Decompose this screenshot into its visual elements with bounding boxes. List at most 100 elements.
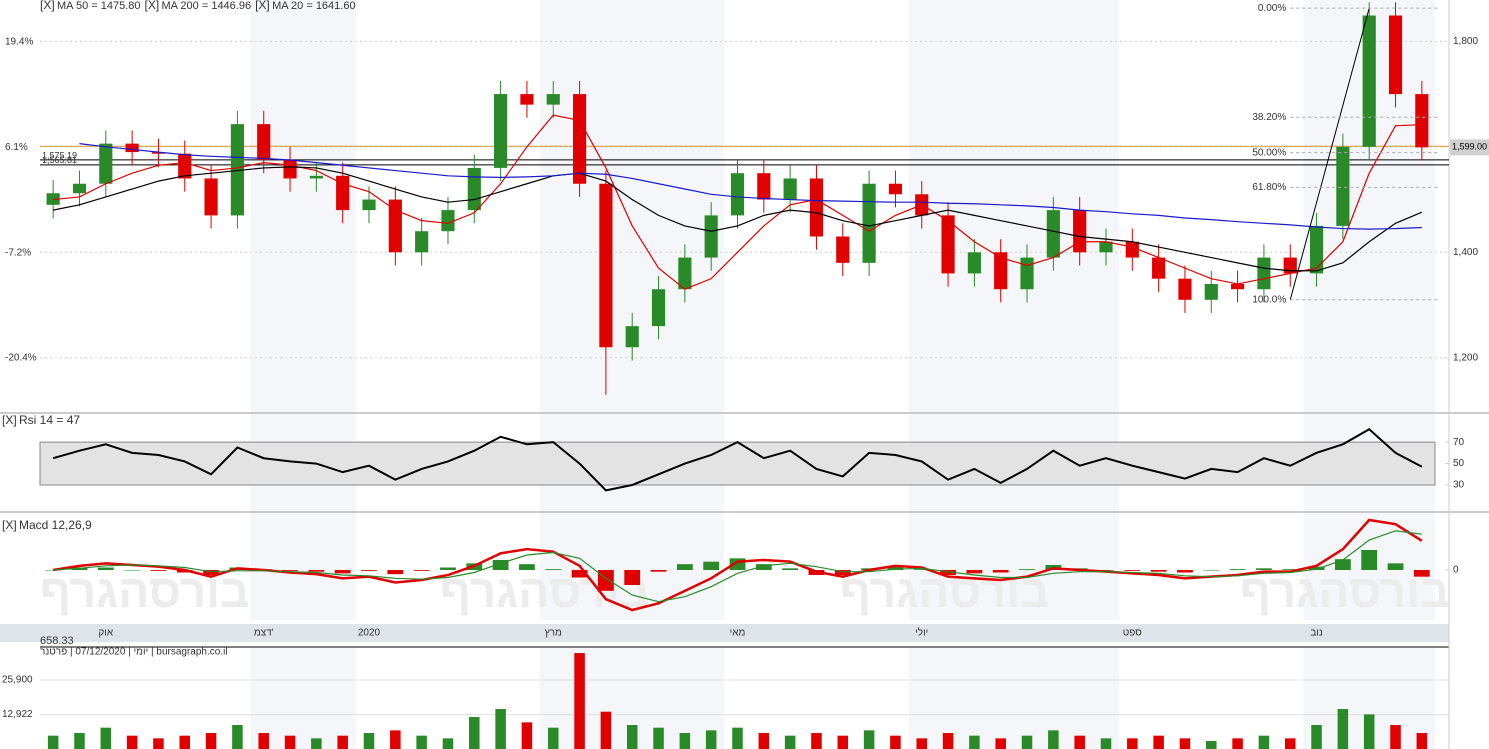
macd-histogram-bar	[1361, 550, 1378, 570]
volume-bar	[837, 735, 849, 749]
candle-body	[178, 153, 192, 179]
macd-histogram-bar	[308, 570, 325, 572]
macd-histogram-bar	[782, 568, 799, 570]
macd-histogram-bar	[1098, 570, 1114, 571]
macd-histogram-bar	[440, 567, 456, 570]
fib-label: 38.20%	[1252, 112, 1286, 123]
x-tick-label: מרץ	[545, 628, 562, 639]
close-marker: [X]	[40, 0, 55, 12]
macd-histogram-bar	[729, 558, 746, 570]
volume-bar	[1206, 741, 1217, 749]
x-tick-label: 2020	[358, 628, 381, 639]
candle-body	[572, 94, 587, 184]
last-price-label: 1,599.00	[1452, 142, 1487, 152]
macd-histogram-bar	[1413, 570, 1430, 577]
macd-histogram-bar	[361, 570, 377, 571]
macd-histogram-bar	[1229, 569, 1246, 570]
volume-bar	[574, 653, 585, 749]
candle-body	[836, 236, 850, 263]
rsi-band	[39, 441, 1436, 486]
candle-body	[1415, 94, 1429, 148]
candle-body	[520, 94, 534, 105]
volume-bar	[363, 733, 375, 749]
volume-bar	[942, 733, 954, 749]
candle-body	[494, 94, 508, 168]
candle-body	[72, 183, 87, 194]
candle-body	[1336, 146, 1350, 226]
candle-body	[362, 199, 376, 211]
candle-body	[1073, 210, 1087, 253]
volume-bar	[1390, 725, 1401, 749]
macd-histogram-bar	[992, 570, 1009, 573]
y-tick-label: 1,200	[1453, 352, 1478, 363]
candle-body	[730, 173, 745, 216]
volume-bar	[626, 725, 638, 749]
macd-histogram-bar	[1150, 570, 1167, 572]
macd-histogram-bar	[598, 570, 614, 591]
volume-bar	[995, 738, 1006, 749]
candle-body	[1283, 257, 1297, 274]
candle-body	[1388, 15, 1403, 95]
volume-bar	[284, 735, 296, 749]
candle-body	[151, 152, 166, 154]
volume-bar	[469, 717, 480, 749]
macd-histogram-bar	[150, 570, 167, 571]
fib-label: 50.00%	[1252, 147, 1286, 158]
macd-histogram-bar	[282, 570, 298, 571]
y2-tick-label: -7.2%	[5, 247, 31, 258]
volume-bar	[258, 733, 269, 749]
candle-body	[994, 252, 1008, 290]
close-marker: [X]	[144, 0, 159, 12]
macd-histogram-bar	[492, 560, 509, 570]
month-shade	[250, 0, 356, 620]
y-tick-label: 1,400	[1453, 247, 1478, 258]
volume-bar	[1021, 735, 1033, 749]
volume-bar	[600, 711, 612, 749]
volume-bar	[1337, 709, 1349, 749]
month-shade	[908, 0, 1120, 620]
x-tick-label: נוב	[1310, 628, 1323, 639]
volume-bar	[547, 727, 559, 749]
panel-title: MA 20 = 1641.60	[272, 0, 355, 12]
y-tick-label: 12,922	[2, 709, 33, 720]
macd-histogram-bar	[650, 570, 667, 572]
volume-bar	[679, 733, 691, 749]
close-marker: [X]	[255, 0, 270, 12]
horizontal-line-label: 1,575.19	[42, 150, 77, 160]
y-tick-label: 0	[1453, 565, 1459, 576]
candle-body	[1020, 257, 1034, 290]
macd-histogram-bar	[755, 564, 772, 570]
candle-body	[678, 257, 692, 290]
macd-histogram-bar	[913, 569, 930, 570]
candle-body	[809, 178, 824, 237]
macd-histogram-bar	[1334, 559, 1351, 570]
moving-average-line	[53, 114, 1422, 290]
macd-histogram-bar	[834, 570, 851, 575]
panel-title: MA 200 = 1446.96	[161, 0, 251, 12]
macd-histogram-bar	[413, 570, 430, 571]
candle-body	[415, 231, 429, 253]
macd-histogram-bar	[1124, 570, 1141, 571]
x-tick-label: אוק	[98, 628, 113, 639]
volume-bar	[1048, 730, 1059, 749]
candle-body	[1204, 283, 1218, 300]
volume-bar	[47, 735, 59, 749]
rsi-line	[52, 428, 1423, 492]
y2-tick-label: 6.1%	[5, 142, 28, 153]
volume-bar	[758, 733, 770, 749]
volume-bar	[390, 730, 401, 749]
candle-body	[1046, 210, 1060, 258]
last-price-tag	[1450, 139, 1489, 156]
candle-body	[441, 210, 455, 232]
volume-bar	[653, 727, 664, 749]
volume-bar	[1074, 735, 1085, 749]
macd-histogram-bar	[624, 570, 641, 585]
close-marker: [X]	[2, 518, 17, 532]
macd-histogram-bar	[1387, 563, 1404, 570]
macd-histogram-bar	[1019, 569, 1035, 570]
candle-body	[388, 199, 402, 253]
volume-bar	[1127, 738, 1138, 749]
candle-body	[704, 215, 718, 258]
macd-histogram-bar	[1177, 570, 1193, 573]
macd-histogram-bar	[203, 570, 219, 575]
